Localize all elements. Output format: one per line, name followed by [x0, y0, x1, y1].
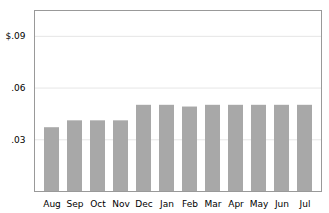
svg-text:May: May	[250, 199, 269, 209]
svg-text:Dec: Dec	[135, 199, 152, 209]
svg-text:Jan: Jan	[159, 199, 174, 209]
svg-text:Sep: Sep	[67, 199, 84, 209]
svg-text:.06: .06	[11, 83, 26, 93]
svg-text:Apr: Apr	[228, 199, 244, 209]
svg-text:.03: .03	[11, 135, 25, 145]
svg-text:Mar: Mar	[205, 199, 222, 209]
svg-text:Nov: Nov	[112, 199, 130, 209]
svg-text:Aug: Aug	[43, 199, 61, 209]
svg-text:Jun: Jun	[274, 199, 289, 209]
svg-text:$.09: $.09	[5, 31, 25, 41]
svg-text:Jul: Jul	[299, 199, 311, 209]
svg-text:Feb: Feb	[182, 199, 198, 209]
svg-text:Oct: Oct	[90, 199, 106, 209]
